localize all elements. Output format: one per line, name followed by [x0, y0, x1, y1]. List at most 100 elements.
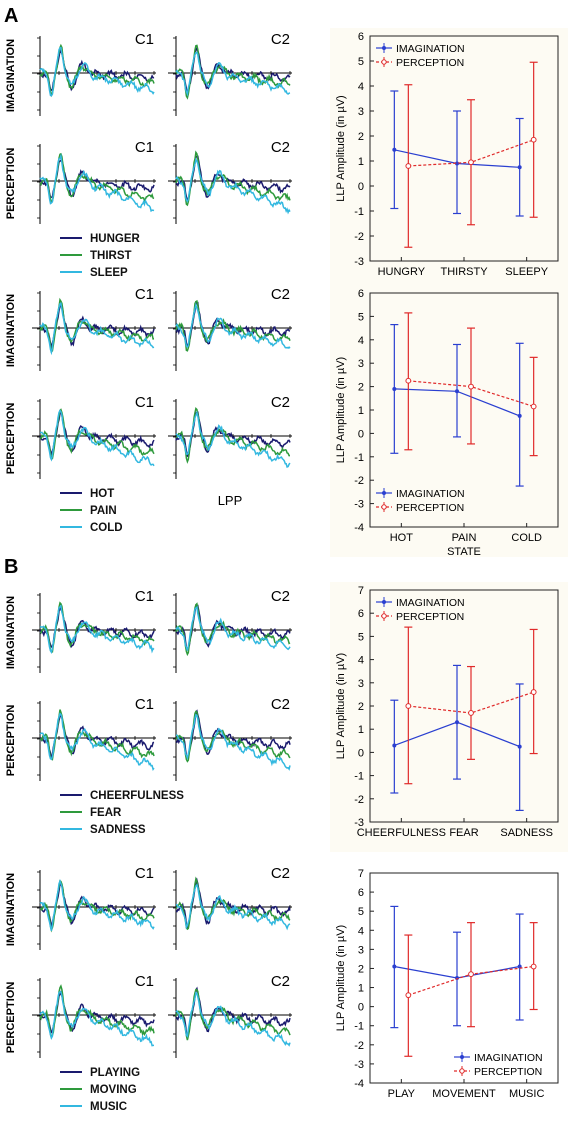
imagination-row-label: IMAGINATION: [5, 39, 17, 112]
llp-chart-1: -3 -2 -1 0 1 2 3 4 5 6 HUNGRY THIRSTY SLEEPY LLP Ampl…: [330, 28, 568, 291]
channel-label-c2: C2: [271, 394, 290, 411]
llp-chart-3: -3 -2 -1 0 1 2 3 4 5 6 7 CHEERFULNESS FEAR SADNESS LLP…: [330, 582, 568, 852]
erp-plot-perception-c1: C1: [32, 139, 156, 224]
erp-plot-perception-c2: C2: [168, 139, 292, 224]
category-label-hot: HOT: [390, 532, 414, 544]
erp-wave-cold: [175, 410, 291, 469]
data-point: [517, 413, 522, 418]
legend-marker: [459, 1068, 465, 1074]
y-tick-label: 0: [358, 428, 364, 440]
legend-marker: [382, 491, 386, 495]
y-tick-label: 0: [358, 747, 364, 759]
erp-wave-sleep: [39, 46, 155, 97]
legend-label-moving: MOVING: [90, 1084, 137, 1096]
channel-label-c2: C2: [271, 286, 290, 303]
erp-wave-cold: [39, 409, 155, 467]
erp-wave-sleep: [39, 153, 155, 213]
erp-wave-sleep: [175, 51, 291, 97]
category-label-movement: MOVEMENT: [432, 1088, 496, 1100]
data-point: [455, 389, 459, 394]
y-tick-label: 4: [358, 81, 364, 93]
series-perception: [404, 61, 538, 248]
category-label-fear: FEAR: [449, 827, 478, 839]
y-tick-label: -3: [354, 499, 364, 511]
y-tick-label: 4: [358, 925, 364, 937]
series-perception: [404, 312, 538, 457]
channel-label-c1: C1: [135, 973, 154, 990]
y-tick-label: 2: [358, 701, 364, 713]
y-tick-label: 4: [358, 335, 364, 347]
category-label-play: PLAY: [388, 1088, 416, 1100]
x-axis-label: STATE: [447, 546, 481, 558]
data-point: [468, 383, 474, 390]
erp-wave-sadness: [39, 604, 155, 654]
data-point: [517, 165, 522, 170]
erp-plot-imagination-c1: C1: [32, 31, 156, 116]
channel-label-c2: C2: [271, 865, 290, 882]
y-tick-label: 4: [358, 655, 364, 667]
series-perception: [404, 626, 538, 785]
erp-wave-thirst: [175, 44, 291, 100]
data-point: [405, 703, 412, 709]
category-label-thirsty: THIRSTY: [440, 266, 488, 278]
legend-marker: [381, 504, 387, 510]
data-point: [405, 377, 412, 384]
category-label-pain: PAIN: [452, 532, 477, 544]
legend-marker: [381, 59, 387, 65]
legend-label-imagination: IMAGINATION: [474, 1052, 543, 1064]
y-tick-label: -2: [354, 1040, 364, 1052]
y-tick-label: 5: [358, 906, 364, 918]
data-point: [468, 710, 474, 716]
llp-chart-4: -4 -3 -2 -1 0 1 2 3 4 5 6 7 PLAY MOVEMENT MUSIC LLP Amp…: [335, 868, 559, 1100]
erp-plot-imagination-c2: C2: [168, 865, 292, 950]
erp-wave-music: [175, 991, 291, 1047]
erp-wave-sadness: [39, 712, 155, 771]
erp-waveform-panels: IMAGINATION C1 C2 PERCEPTION C1 C2 HUNGER THIRS…: [5, 31, 292, 1113]
y-tick-label: 3: [358, 358, 364, 370]
y-tick-label: 1: [358, 724, 364, 736]
legend-marker: [382, 46, 386, 50]
data-point: [530, 963, 537, 970]
perception-row-label: PERCEPTION: [5, 403, 17, 475]
legend-label-perception: PERCEPTION: [474, 1066, 542, 1078]
y-axis-label: LLP Amplitude (in µV): [335, 653, 347, 759]
data-point: [530, 136, 537, 143]
y-tick-label: 2: [358, 963, 364, 975]
erp-wave-pain: [175, 407, 290, 464]
erp-wave-fear: [175, 710, 291, 763]
channel-label-c1: C1: [135, 696, 154, 713]
lpp-label: LPP: [218, 493, 243, 508]
erp-wave-sadness: [175, 605, 291, 651]
y-tick-label: 2: [358, 382, 364, 394]
y-tick-label: 6: [358, 31, 364, 43]
data-point: [405, 992, 412, 999]
data-point: [392, 964, 397, 969]
legend-label-cheerfulness: CHEERFULNESS: [90, 790, 184, 802]
data-point: [455, 720, 459, 725]
y-axis-label: LLP Amplitude (in µV): [335, 357, 347, 463]
erp-plot-perception-c1: C1: [32, 973, 156, 1058]
y-tick-label: 7: [358, 585, 364, 597]
erp-wave-hot: [39, 410, 155, 457]
channel-label-c2: C2: [271, 696, 290, 713]
y-axis-label: LLP Amplitude (in µV): [335, 925, 347, 1031]
erp-group-a: IMAGINATION C1 C2 PERCEPTION C1 C2 HUNGER THIRS…: [5, 31, 292, 279]
y-tick-label: -1: [354, 1021, 364, 1033]
imagination-row-label: IMAGINATION: [5, 596, 17, 669]
erp-plot-imagination-c2: C2: [168, 286, 292, 371]
legend-label-imagination: IMAGINATION: [396, 43, 465, 55]
channel-label-c2: C2: [271, 31, 290, 48]
panel-letter-b: B: [4, 556, 18, 578]
legend-label-music: MUSIC: [90, 1101, 127, 1113]
chart-background: [330, 285, 568, 557]
category-label-music: MUSIC: [509, 1088, 545, 1100]
legend-label-perception: PERCEPTION: [396, 57, 464, 69]
legend-marker: [460, 1055, 464, 1059]
channel-label-c1: C1: [135, 139, 154, 156]
erp-wave-cheerfulness: [175, 604, 291, 652]
imagination-row-label: IMAGINATION: [5, 294, 17, 367]
erp-wave-moving: [175, 988, 291, 1041]
data-point: [392, 147, 397, 152]
category-label-sadness: SADNESS: [500, 827, 553, 839]
